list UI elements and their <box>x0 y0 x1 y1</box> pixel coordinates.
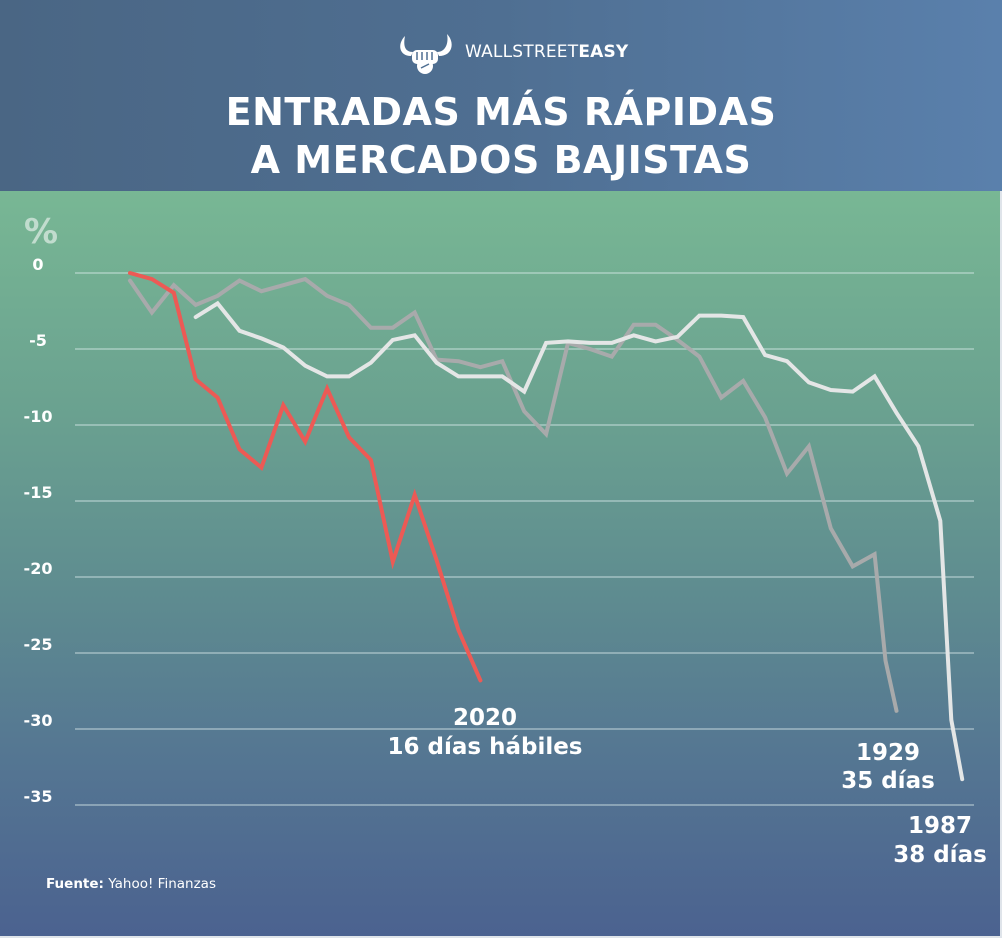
y-tick-label: -15 <box>24 483 53 502</box>
y-tick-label: -35 <box>24 787 53 806</box>
source-value: Yahoo! Finanzas <box>108 876 216 892</box>
series-label-1987-days: 38 días <box>893 842 987 868</box>
bull-horns-fist-icon <box>400 34 452 74</box>
series-lines <box>128 271 965 782</box>
source-label: Fuente: <box>46 876 104 892</box>
chart-background <box>0 191 1000 936</box>
series-label-2020-year: 2020 <box>453 705 517 731</box>
series-label-1987-year: 1987 <box>908 813 972 839</box>
header: WALLSTREETEASY ENTRADAS MÁS RÁPIDAS A ME… <box>0 0 1002 191</box>
brand-name-bold: EASY <box>578 42 629 62</box>
series-label-2020-days: 16 días hábiles <box>388 734 583 760</box>
series-line-1929 <box>128 276 899 713</box>
page-title: ENTRADAS MÁS RÁPIDAS A MERCADOS BAJISTAS <box>0 88 1002 184</box>
brand-name-light: WALLSTREET <box>465 42 579 62</box>
y-tick-label: -5 <box>29 331 47 350</box>
series-line-2020 <box>128 271 483 683</box>
series-label-1929-year: 1929 <box>856 740 920 766</box>
y-tick-label: 0 <box>32 255 43 274</box>
y-axis-label: % <box>24 212 58 252</box>
series-line-1987 <box>193 300 965 782</box>
y-tick-label: -20 <box>24 559 53 578</box>
source-note: Fuente: Yahoo! Finanzas <box>46 876 216 892</box>
series-label-1929-days: 35 días <box>841 768 935 794</box>
y-tick-label: -30 <box>24 711 53 730</box>
y-tick-label: -25 <box>24 635 53 654</box>
title-line-2: A MERCADOS BAJISTAS <box>250 138 752 182</box>
y-tick-label: -10 <box>24 407 53 426</box>
title-line-1: ENTRADAS MÁS RÁPIDAS <box>225 90 777 134</box>
y-tick-labels: 0 -5 -10 -15 -20 -25 -30 -35 <box>24 255 53 806</box>
brand-name: WALLSTREETEASY <box>465 42 628 62</box>
brand-logo: WALLSTREETEASY <box>395 30 628 74</box>
